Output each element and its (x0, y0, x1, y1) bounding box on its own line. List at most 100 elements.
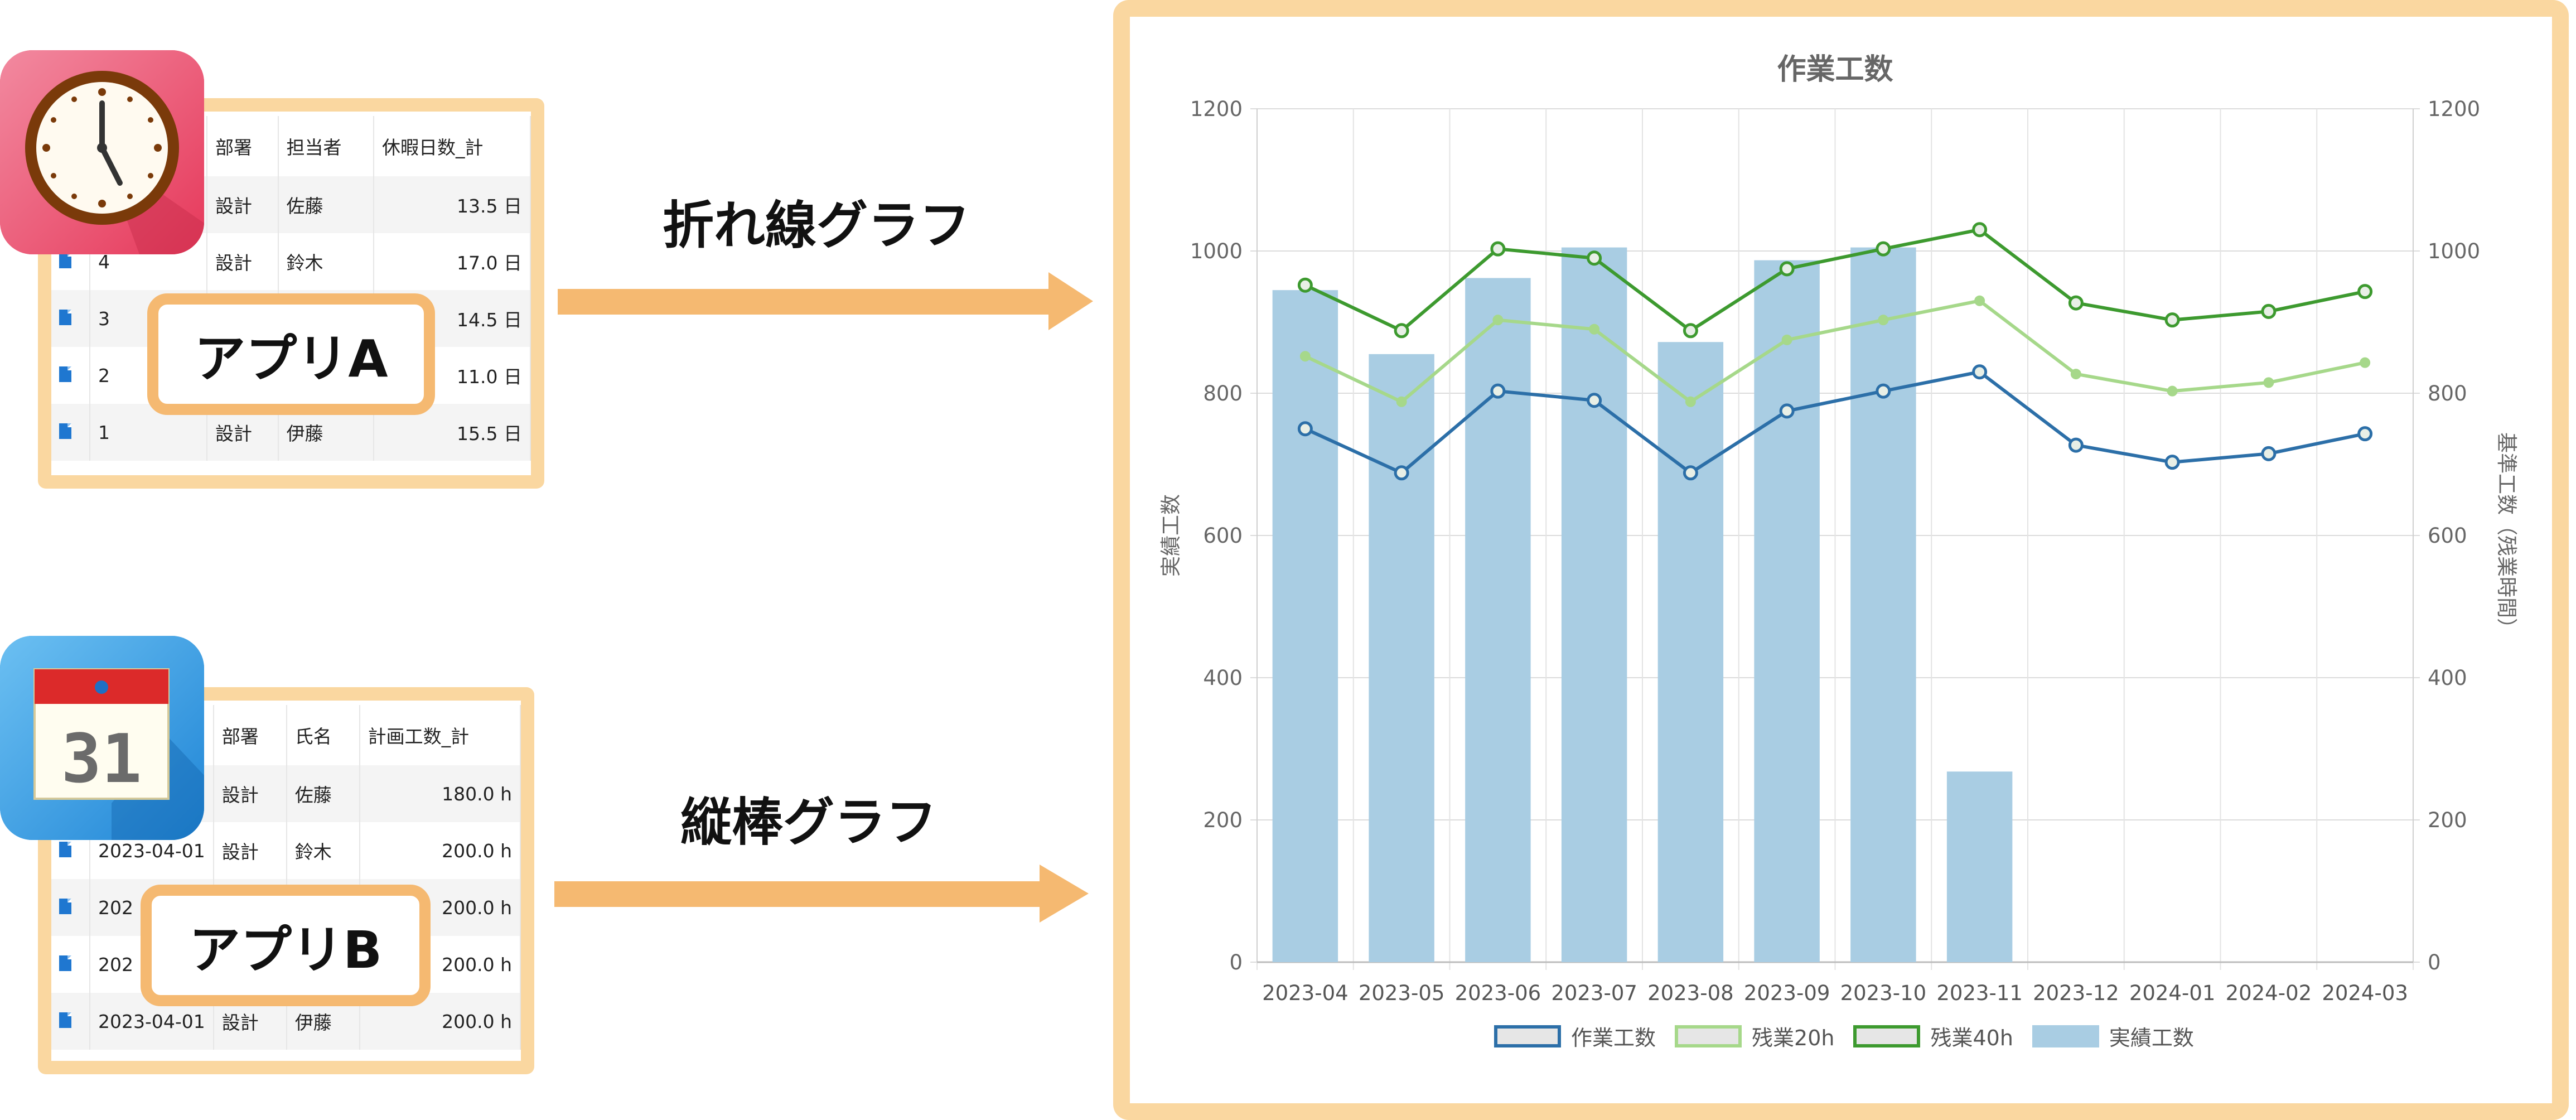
data-point (2263, 377, 2274, 388)
data-point (1394, 323, 1409, 339)
x-tick-label: 2024-01 (2129, 981, 2216, 1005)
data-point (2164, 455, 2180, 470)
data-point (1394, 465, 1409, 481)
document-icon[interactable] (59, 252, 71, 268)
legend-swatch (2032, 1025, 2099, 1047)
y-tick-label: 1000 (1190, 239, 1243, 263)
bar (1754, 260, 1820, 963)
data-point (2357, 426, 2373, 442)
data-point (1299, 351, 1311, 362)
document-icon[interactable] (59, 955, 71, 971)
bar (1561, 247, 1627, 962)
arrow-line-chart (558, 272, 1093, 330)
bar (1465, 278, 1531, 963)
data-point (1490, 383, 1506, 399)
data-point (2360, 357, 2371, 368)
data-point (2068, 437, 2084, 453)
legend-label: 作業工数 (1571, 1026, 1656, 1050)
data-point (1685, 396, 1696, 407)
document-icon[interactable] (59, 1012, 71, 1028)
legend-item[interactable]: 作業工数 (1494, 1021, 1656, 1051)
x-tick-label: 2024-02 (2226, 981, 2312, 1005)
data-point (1878, 315, 1889, 326)
arrow-bar-chart (554, 865, 1089, 923)
legend-item[interactable]: 残業20h (1675, 1021, 1834, 1051)
y2-tick-label: 1200 (2428, 97, 2480, 121)
chart-title: 作業工数 (1777, 53, 1893, 86)
data-point (1587, 393, 1602, 408)
row-person: 鈴木 (278, 233, 374, 290)
bar (1850, 247, 1916, 962)
data-point (2068, 295, 2084, 311)
app-b-label: アプリB (141, 885, 431, 1006)
table-row[interactable]: 2023-04-01 設計 伊藤 200.0 h (51, 993, 521, 1050)
data-point (2357, 284, 2373, 300)
x-tick-label: 2024-03 (2322, 981, 2408, 1005)
bar (1369, 354, 1434, 962)
data-point (1683, 323, 1698, 339)
x-tick-label: 2023-08 (1647, 981, 1734, 1005)
column-header: 部署 (207, 116, 279, 176)
data-point (1779, 261, 1795, 277)
calendar-icon: 31 (0, 636, 204, 840)
document-icon[interactable] (59, 841, 71, 857)
column-header: 部署 (213, 705, 287, 765)
y-tick-label: 400 (1203, 666, 1243, 690)
y2-tick-label: 200 (2428, 808, 2467, 832)
data-point (1972, 364, 1988, 380)
data-point (1297, 277, 1313, 293)
y-axis-label: 実績工数 (1159, 494, 1183, 577)
document-icon[interactable] (59, 366, 71, 382)
data-point (2261, 303, 2277, 319)
y2-tick-label: 0 (2428, 950, 2441, 974)
legend-label: 残業20h (1752, 1026, 1835, 1050)
data-point (2261, 446, 2277, 461)
series-line (1304, 228, 2366, 333)
legend-item[interactable]: 残業40h (1853, 1021, 2013, 1051)
document-icon[interactable] (59, 309, 71, 325)
column-header: 担当者 (278, 116, 374, 176)
x-tick-label: 2023-12 (2033, 981, 2119, 1005)
y2-tick-label: 400 (2428, 666, 2467, 690)
y-tick-label: 0 (1229, 950, 1243, 974)
data-point (2167, 385, 2178, 397)
data-point (1587, 250, 1602, 266)
row-value: 180.0 h (359, 765, 521, 822)
legend-label: 実績工数 (2109, 1026, 2194, 1050)
data-point (1589, 324, 1600, 335)
row-person: 佐藤 (286, 765, 360, 822)
data-point (1297, 421, 1313, 437)
data-point (1492, 315, 1504, 326)
y-tick-label: 200 (1203, 808, 1243, 832)
column-header: 氏名 (286, 705, 360, 765)
svg-text:31: 31 (61, 721, 142, 798)
legend-label: 残業40h (1930, 1026, 2013, 1050)
bar (1272, 290, 1338, 962)
x-tick-label: 2023-09 (1744, 981, 1830, 1005)
row-dept: 設計 (207, 176, 279, 233)
y2-tick-label: 600 (2428, 524, 2467, 548)
legend-swatch (1494, 1025, 1561, 1047)
y-tick-label: 1200 (1190, 97, 1243, 121)
x-tick-label: 2023-11 (1936, 981, 2023, 1005)
data-point (1779, 403, 1795, 419)
data-point (1876, 383, 1891, 399)
row-value: 200.0 h (359, 822, 521, 879)
document-icon[interactable] (59, 898, 71, 914)
y2-axis-label: 基準工数（残業時間） (2495, 432, 2519, 639)
data-point (2164, 312, 2180, 328)
bar (1946, 771, 2013, 962)
row-value: 17.0 日 (373, 233, 531, 290)
column-header: 休暇日数_計 (373, 116, 531, 176)
clock-icon (0, 50, 204, 254)
data-point (1490, 241, 1506, 257)
data-point (1876, 241, 1891, 257)
column-header: 計画工数_計 (359, 705, 521, 765)
y-tick-label: 600 (1203, 524, 1243, 548)
chart-panel (1113, 0, 2569, 1120)
series-line (1304, 299, 2366, 404)
bar (1657, 342, 1724, 963)
legend-item[interactable]: 実績工数 (2032, 1021, 2194, 1051)
document-icon[interactable] (59, 423, 71, 439)
data-point (1781, 334, 1792, 345)
